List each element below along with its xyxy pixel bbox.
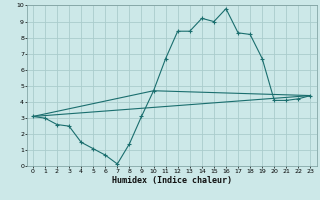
X-axis label: Humidex (Indice chaleur): Humidex (Indice chaleur) <box>112 176 232 185</box>
